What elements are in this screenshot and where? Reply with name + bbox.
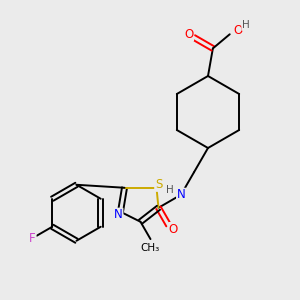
Text: F: F [29,232,36,245]
Text: H: H [166,185,174,195]
Text: O: O [184,28,194,41]
Text: O: O [169,223,178,236]
Text: N: N [177,188,185,201]
Text: CH₃: CH₃ [141,243,160,253]
Text: O: O [233,24,242,37]
Text: N: N [114,208,123,221]
Text: H: H [242,20,250,30]
Text: S: S [155,178,162,191]
